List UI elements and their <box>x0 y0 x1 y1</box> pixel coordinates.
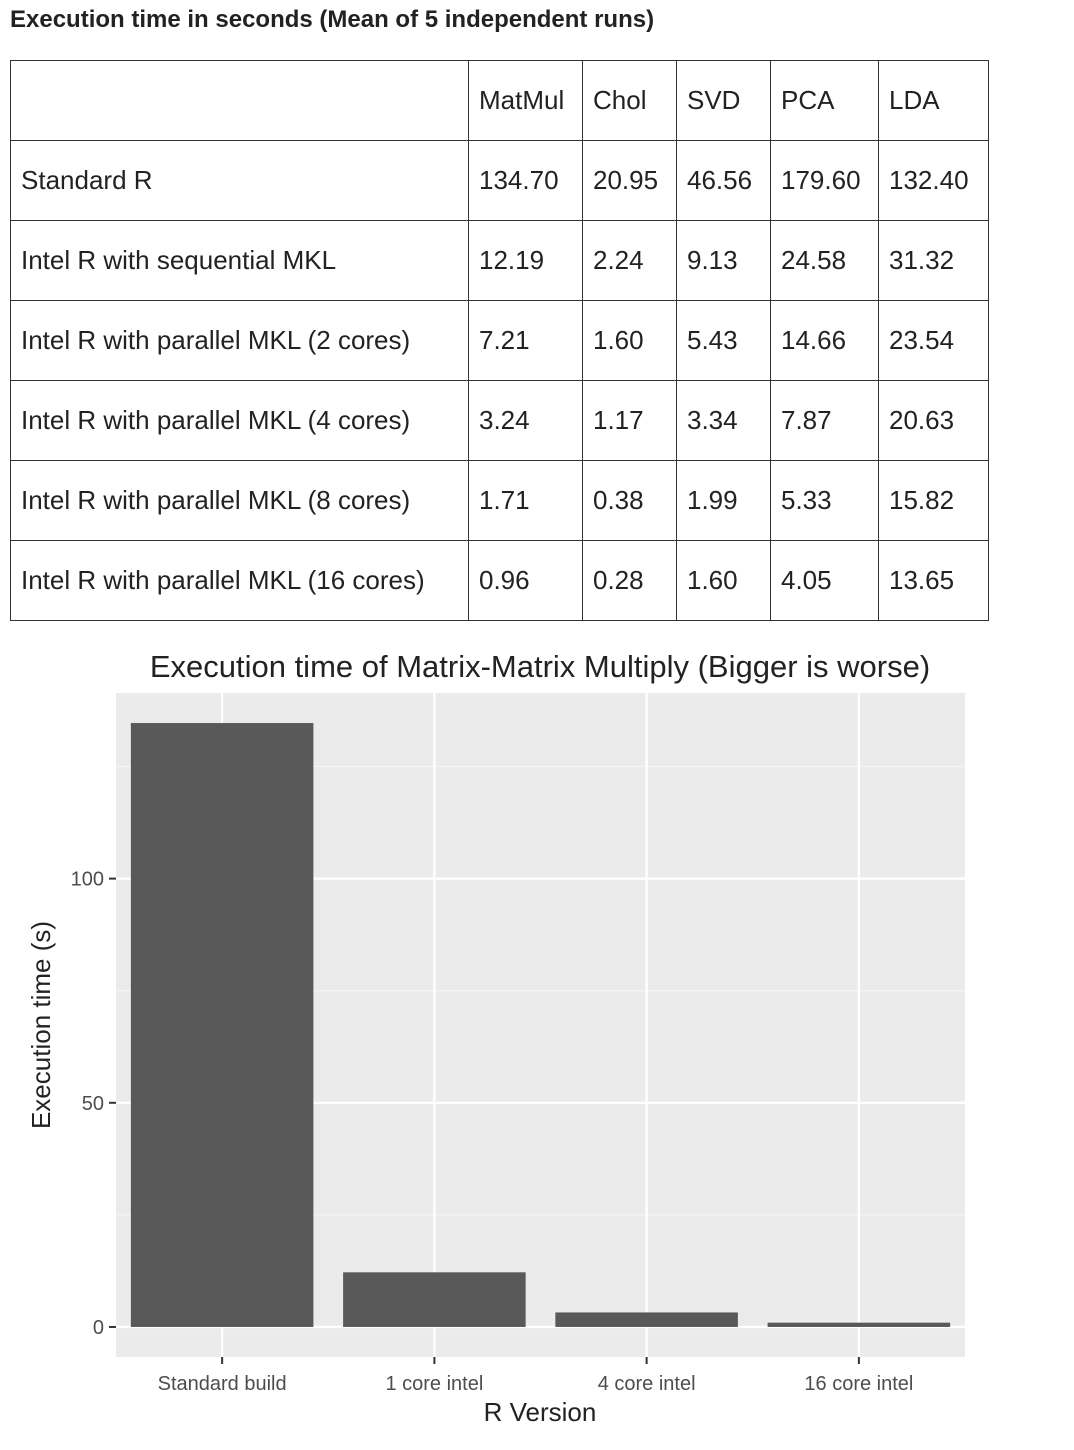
row-label: Intel R with parallel MKL (4 cores) <box>10 380 469 461</box>
table-cell: 1.60 <box>676 540 771 621</box>
table-cell: 0.38 <box>582 460 677 541</box>
bar <box>555 1312 738 1327</box>
table-cell: 13.65 <box>878 540 989 621</box>
table-row: Intel R with parallel MKL (8 cores) 1.71… <box>10 460 989 541</box>
y-axis-label: Execution time (s) <box>26 921 56 1129</box>
table-cell: 1.60 <box>582 300 677 381</box>
bar-layer <box>130 723 951 1327</box>
page-title: Execution time in seconds (Mean of 5 ind… <box>10 6 655 33</box>
table-cell: 20.95 <box>582 140 677 221</box>
table-cell: 7.21 <box>468 300 583 381</box>
table-cell: 7.87 <box>770 380 879 461</box>
table-cell: 24.58 <box>770 220 879 301</box>
x-tick-label: 1 core intel <box>385 1373 483 1395</box>
bar-chart: Execution time of Matrix-Matrix Multiply… <box>26 649 965 1427</box>
column-header: Chol <box>582 60 677 141</box>
x-tick-label: Standard build <box>158 1373 287 1395</box>
y-tick-label: 100 <box>71 869 104 891</box>
results-table: MatMul Chol SVD PCA LDA Standard R 134.7… <box>10 60 989 621</box>
table-cell: 14.66 <box>770 300 879 381</box>
table-cell: 2.24 <box>582 220 677 301</box>
row-label: Standard R <box>10 140 469 221</box>
table-row: Intel R with parallel MKL (4 cores) 3.24… <box>10 380 989 461</box>
table-cell: 3.24 <box>468 380 583 461</box>
table-cell: 5.33 <box>770 460 879 541</box>
bar <box>130 723 314 1327</box>
table-row: Standard R 134.70 20.95 46.56 179.60 132… <box>10 140 989 221</box>
table-cell: 1.99 <box>676 460 771 541</box>
table-corner-cell <box>10 60 469 141</box>
table-cell: 134.70 <box>468 140 583 221</box>
table-cell: 9.13 <box>676 220 771 301</box>
table-cell: 3.34 <box>676 380 771 461</box>
row-label: Intel R with sequential MKL <box>10 220 469 301</box>
bar <box>343 1272 526 1327</box>
row-label: Intel R with parallel MKL (8 cores) <box>10 460 469 541</box>
column-header: LDA <box>878 60 989 141</box>
table-cell: 15.82 <box>878 460 989 541</box>
table-header-row: MatMul Chol SVD PCA LDA <box>10 60 989 141</box>
table-cell: 1.17 <box>582 380 677 461</box>
y-tick-label: 50 <box>82 1093 104 1115</box>
table-row: Intel R with parallel MKL (2 cores) 7.21… <box>10 300 989 381</box>
table-cell: 1.71 <box>468 460 583 541</box>
table-cell: 23.54 <box>878 300 989 381</box>
row-label: Intel R with parallel MKL (2 cores) <box>10 300 469 381</box>
table-cell: 0.96 <box>468 540 583 621</box>
x-axis-label: R Version <box>484 1397 597 1427</box>
table-cell: 4.05 <box>770 540 879 621</box>
x-tick-label: 16 core intel <box>804 1373 913 1395</box>
y-tick-label: 0 <box>93 1317 104 1339</box>
table-cell: 5.43 <box>676 300 771 381</box>
chart-title: Execution time of Matrix-Matrix Multiply… <box>150 649 930 684</box>
table-cell: 46.56 <box>676 140 771 221</box>
table-cell: 20.63 <box>878 380 989 461</box>
bar <box>767 1322 951 1327</box>
table-cell: 132.40 <box>878 140 989 221</box>
axis-layer: 0 50 100 Standard build 1 core intel 4 core i… <box>71 869 914 1395</box>
table-row: Intel R with sequential MKL 12.19 2.24 9… <box>10 220 989 301</box>
table-cell: 179.60 <box>770 140 879 221</box>
column-header: MatMul <box>468 60 583 141</box>
table-cell: 12.19 <box>468 220 583 301</box>
table-row: Intel R with parallel MKL (16 cores) 0.9… <box>10 540 989 621</box>
table-cell: 31.32 <box>878 220 989 301</box>
x-tick-label: 4 core intel <box>598 1373 696 1395</box>
column-header: PCA <box>770 60 879 141</box>
row-label: Intel R with parallel MKL (16 cores) <box>10 540 469 621</box>
column-header: SVD <box>676 60 771 141</box>
table-cell: 0.28 <box>582 540 677 621</box>
